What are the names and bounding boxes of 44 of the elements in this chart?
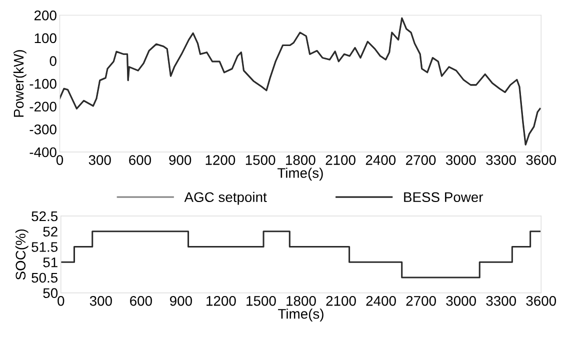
x-tick-label: 600 xyxy=(130,296,152,306)
y-tick-label: -400 xyxy=(30,147,56,158)
y-tick-label: 51 xyxy=(43,258,58,268)
x-tick-label: 3600 xyxy=(526,296,556,306)
x-tick-label: 1800 xyxy=(286,155,316,165)
x-tick-label: 3300 xyxy=(486,296,516,306)
x-tick-label: 3600 xyxy=(526,155,556,165)
x-tick-label: 3000 xyxy=(446,296,476,306)
x-tick-label: 3300 xyxy=(486,155,516,165)
x-tick-label: 0 xyxy=(58,296,64,306)
x-tick-label: 2700 xyxy=(406,296,436,306)
x-tick-label: 300 xyxy=(88,155,111,165)
x-tick-label: 900 xyxy=(169,155,192,165)
x-axis-title: Time(s) xyxy=(278,308,324,322)
y-tick-label: 52 xyxy=(43,226,58,237)
x-tick-label: 1800 xyxy=(286,296,316,306)
y-tick-label: 50 xyxy=(43,288,58,298)
x-tick-label: 1200 xyxy=(206,296,236,306)
y-tick-label: -100 xyxy=(30,78,56,89)
x-tick-label: 1500 xyxy=(246,155,276,165)
x-tick-label: 2400 xyxy=(366,296,396,306)
y-tick-label: 200 xyxy=(34,10,56,20)
x-tick-label: 2400 xyxy=(366,155,396,165)
x-tick-label: 2100 xyxy=(326,155,356,165)
x-tick-label: 1500 xyxy=(246,296,276,306)
legend-label: AGC setpoint xyxy=(184,192,267,205)
x-tick-label: 2700 xyxy=(406,155,436,165)
x-axis-title: Time(s) xyxy=(277,168,323,181)
x-tick-label: 600 xyxy=(129,155,152,165)
y-axis-title: Power(kW) xyxy=(13,50,26,117)
y-axis-title: SOC(%) xyxy=(15,229,28,280)
x-tick-label: 1200 xyxy=(206,155,236,165)
y-tick-label: 0 xyxy=(50,56,56,66)
y-tick-label: -300 xyxy=(30,124,56,134)
y-tick-label: -200 xyxy=(30,102,56,112)
y-tick-label: 100 xyxy=(34,33,56,44)
x-tick-label: 3000 xyxy=(446,155,476,165)
y-tick-label: 50.5 xyxy=(32,272,58,283)
x-tick-label: 2100 xyxy=(326,296,356,306)
y-tick-label: 51.5 xyxy=(32,242,58,252)
x-tick-label: 300 xyxy=(90,296,112,306)
y-tick-label: 52.5 xyxy=(32,211,58,222)
x-tick-label: 900 xyxy=(170,296,192,306)
legend-label: BESS Power xyxy=(404,192,484,202)
